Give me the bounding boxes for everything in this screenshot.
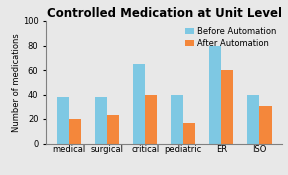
Title: Controlled Medication at Unit Level: Controlled Medication at Unit Level [47,7,282,20]
Bar [259,106,272,144]
Bar [95,97,107,144]
Bar [171,94,183,144]
Legend: Before Automation, After Automation: Before Automation, After Automation [184,25,278,50]
Bar [107,115,119,144]
Bar [145,94,157,144]
Bar [183,123,195,144]
Bar [69,119,81,144]
Y-axis label: Number of medications: Number of medications [12,33,21,132]
Bar [57,97,69,144]
Bar [209,46,221,144]
Bar [133,64,145,144]
Bar [221,70,234,144]
Bar [247,94,259,144]
